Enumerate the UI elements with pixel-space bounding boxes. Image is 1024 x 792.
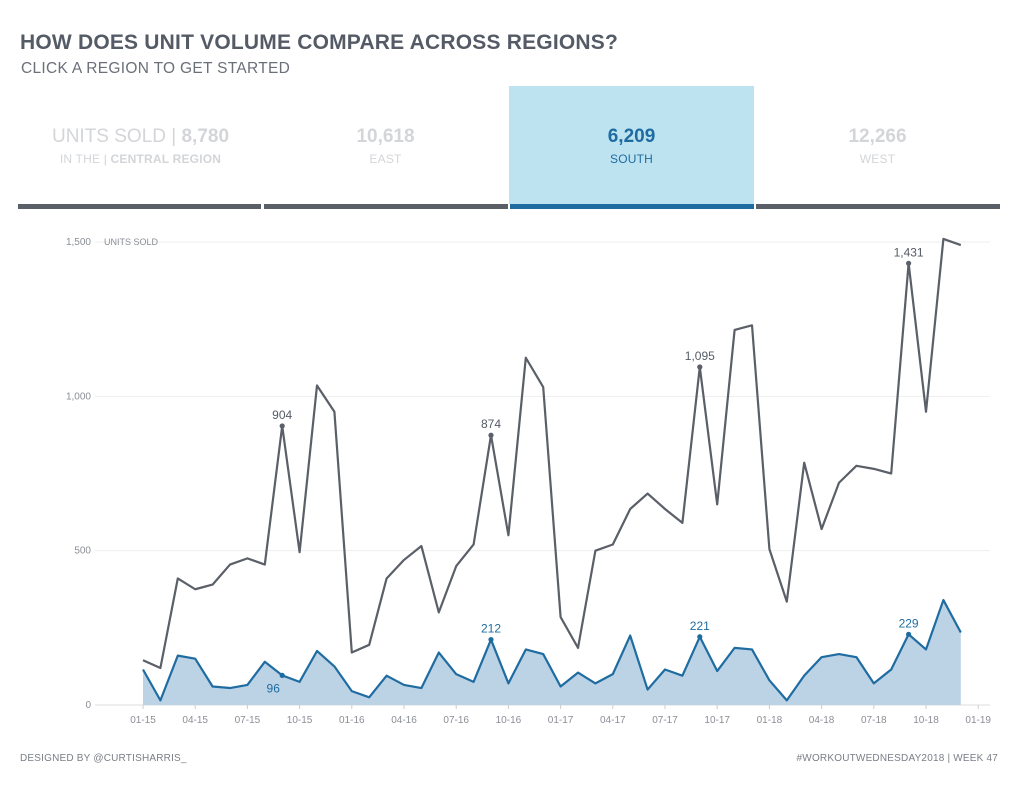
y-tick-label: 1,500 (66, 237, 91, 248)
tab-west-bar (756, 204, 1000, 209)
tab-south-value: 6,209 (607, 126, 656, 147)
x-tick-label: 01-18 (757, 715, 783, 726)
y-axis-label: UNITS SOLD (104, 237, 159, 247)
tab-south-label: SOUTH (610, 152, 653, 166)
all-regions-peak-point (906, 260, 912, 266)
x-tick-label: 07-15 (235, 715, 261, 726)
tab-south[interactable]: 6,209 SOUTH (509, 86, 754, 204)
selected-region-peak-label: 221 (690, 619, 710, 633)
workout-wednesday-credit: #WORKOUTWEDNESDAY2018 | WEEK 47 (796, 753, 998, 764)
all-regions-peak-point (488, 432, 494, 438)
x-tick-label: 04-18 (809, 715, 835, 726)
tab-south-bar (510, 204, 754, 209)
selected-region-line (142, 598, 962, 702)
tab-central-value: UNITS SOLD | 8,780 (51, 126, 230, 147)
all-regions-peak-label: 904 (272, 408, 292, 422)
selected-region-peak-point (697, 634, 703, 640)
tab-east-value: 10,618 (356, 126, 415, 147)
selected-region-peak-point (906, 631, 912, 637)
x-tick-label: 10-16 (496, 715, 522, 726)
x-tick-label: 01-15 (130, 715, 156, 726)
tab-east-label: EAST (369, 152, 402, 166)
page-subtitle: CLICK A REGION TO GET STARTED (21, 60, 291, 77)
tab-central[interactable]: UNITS SOLD | 8,780 IN THE | CENTRAL REGI… (18, 86, 263, 204)
x-tick-label: 07-17 (652, 715, 678, 726)
x-tick-label: 07-18 (861, 715, 887, 726)
all-regions-peak-label: 1,095 (685, 349, 715, 363)
selected-region-peak-label: 229 (899, 616, 919, 630)
tab-central-bar (18, 204, 261, 209)
tab-central-label: IN THE | CENTRAL REGION (59, 152, 222, 166)
all-regions-peak-label: 874 (481, 417, 501, 431)
tab-west[interactable]: 12,266 WEST (755, 86, 1000, 204)
tab-east[interactable]: 10,618 EAST (263, 86, 508, 204)
all-regions-peak-point (279, 423, 285, 429)
x-tick-label: 07-16 (443, 715, 469, 726)
units-sold-chart: 0 500 1,000 1,500 UNITS SOLD 01-15 04-15 07-15 1… (66, 237, 991, 726)
selected-region-peak-point (279, 672, 285, 678)
x-tick-label: 04-16 (391, 715, 417, 726)
all-regions-line (142, 237, 962, 670)
region-tabs: UNITS SOLD | 8,780 IN THE | CENTRAL REGI… (18, 86, 1000, 210)
x-tick-label: 01-19 (965, 715, 991, 726)
tab-west-value: 12,266 (848, 126, 907, 147)
designer-credit: DESIGNED BY @CURTISHARRIS_ (20, 753, 187, 764)
all-regions-peak-label: 1,431 (894, 245, 924, 259)
x-tick-label: 01-16 (339, 715, 365, 726)
x-tick-label: 10-17 (704, 715, 730, 726)
selected-region-area (143, 600, 961, 705)
y-tick-label: 0 (85, 700, 91, 711)
selected-region-peak-point (488, 636, 494, 643)
page-title: HOW DOES UNIT VOLUME COMPARE ACROSS REGI… (20, 31, 618, 54)
x-tick-label: 10-18 (913, 715, 939, 726)
y-tick-label: 1,000 (66, 391, 91, 402)
all-regions-peak-point (697, 364, 703, 370)
x-tick-label: 01-17 (548, 715, 574, 726)
selected-region-peak-label: 96 (267, 681, 281, 695)
selected-region-peak-label: 212 (481, 622, 501, 636)
x-tick-label: 04-15 (182, 715, 208, 726)
x-tick-label: 04-17 (600, 715, 626, 726)
x-tick-label: 10-15 (287, 715, 313, 726)
tab-west-label: WEST (859, 152, 896, 166)
y-tick-label: 500 (74, 546, 91, 557)
tab-east-bar (264, 204, 508, 209)
